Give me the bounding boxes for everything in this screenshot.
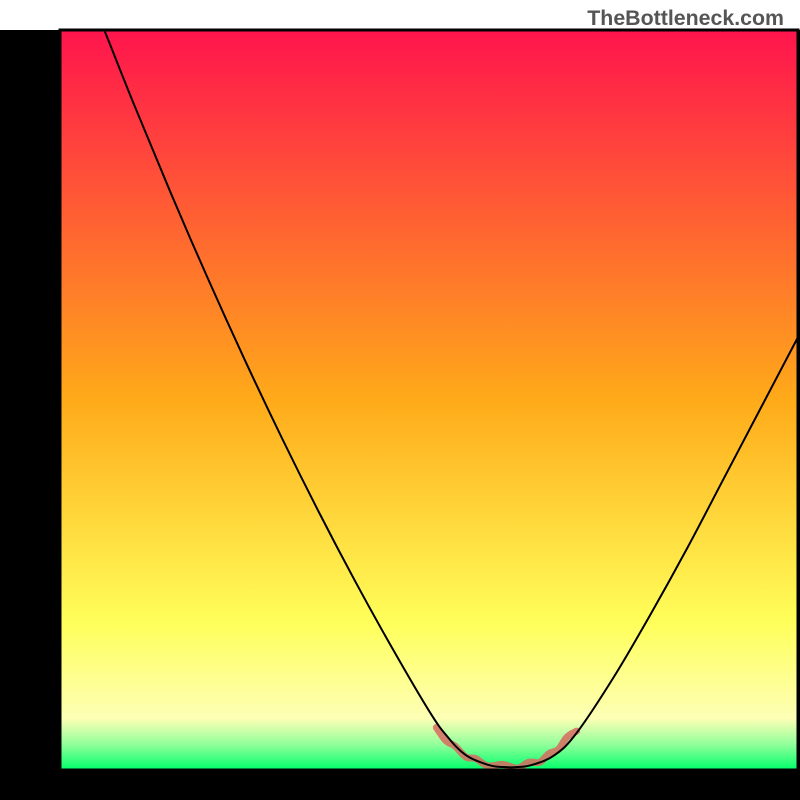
chart-frame: TheBottleneck.com [0, 0, 800, 800]
bottleneck-chart [0, 0, 800, 800]
plot-background [60, 30, 798, 770]
